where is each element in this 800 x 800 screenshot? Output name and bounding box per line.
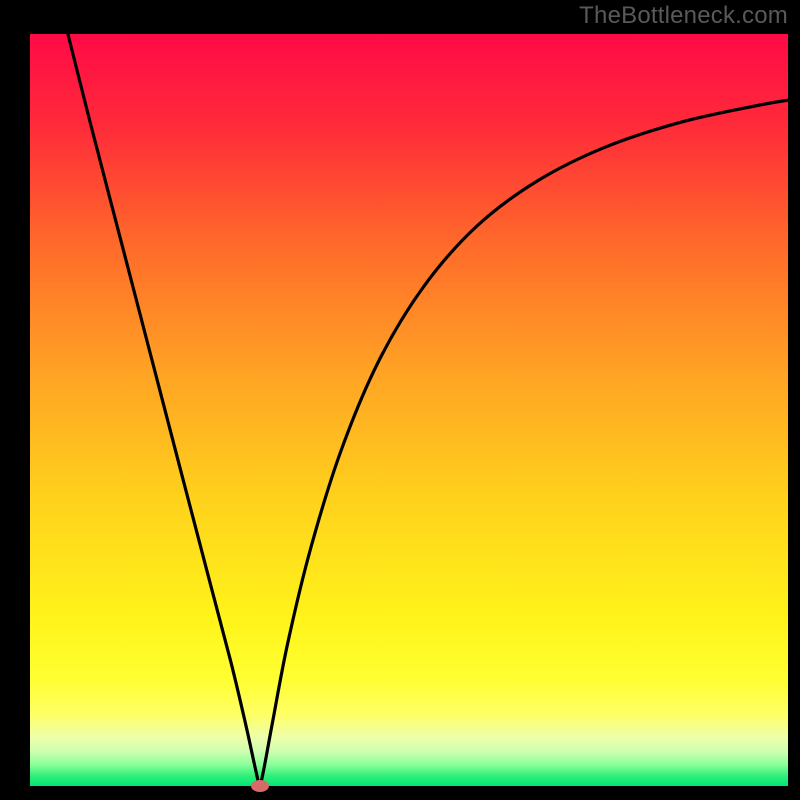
bottleneck-curve bbox=[68, 34, 788, 785]
plot-area bbox=[30, 34, 788, 786]
watermark-text: TheBottleneck.com bbox=[579, 2, 788, 30]
curve-svg bbox=[30, 34, 788, 786]
minimum-marker bbox=[251, 780, 269, 792]
chart-frame: TheBottleneck.com bbox=[0, 0, 800, 800]
